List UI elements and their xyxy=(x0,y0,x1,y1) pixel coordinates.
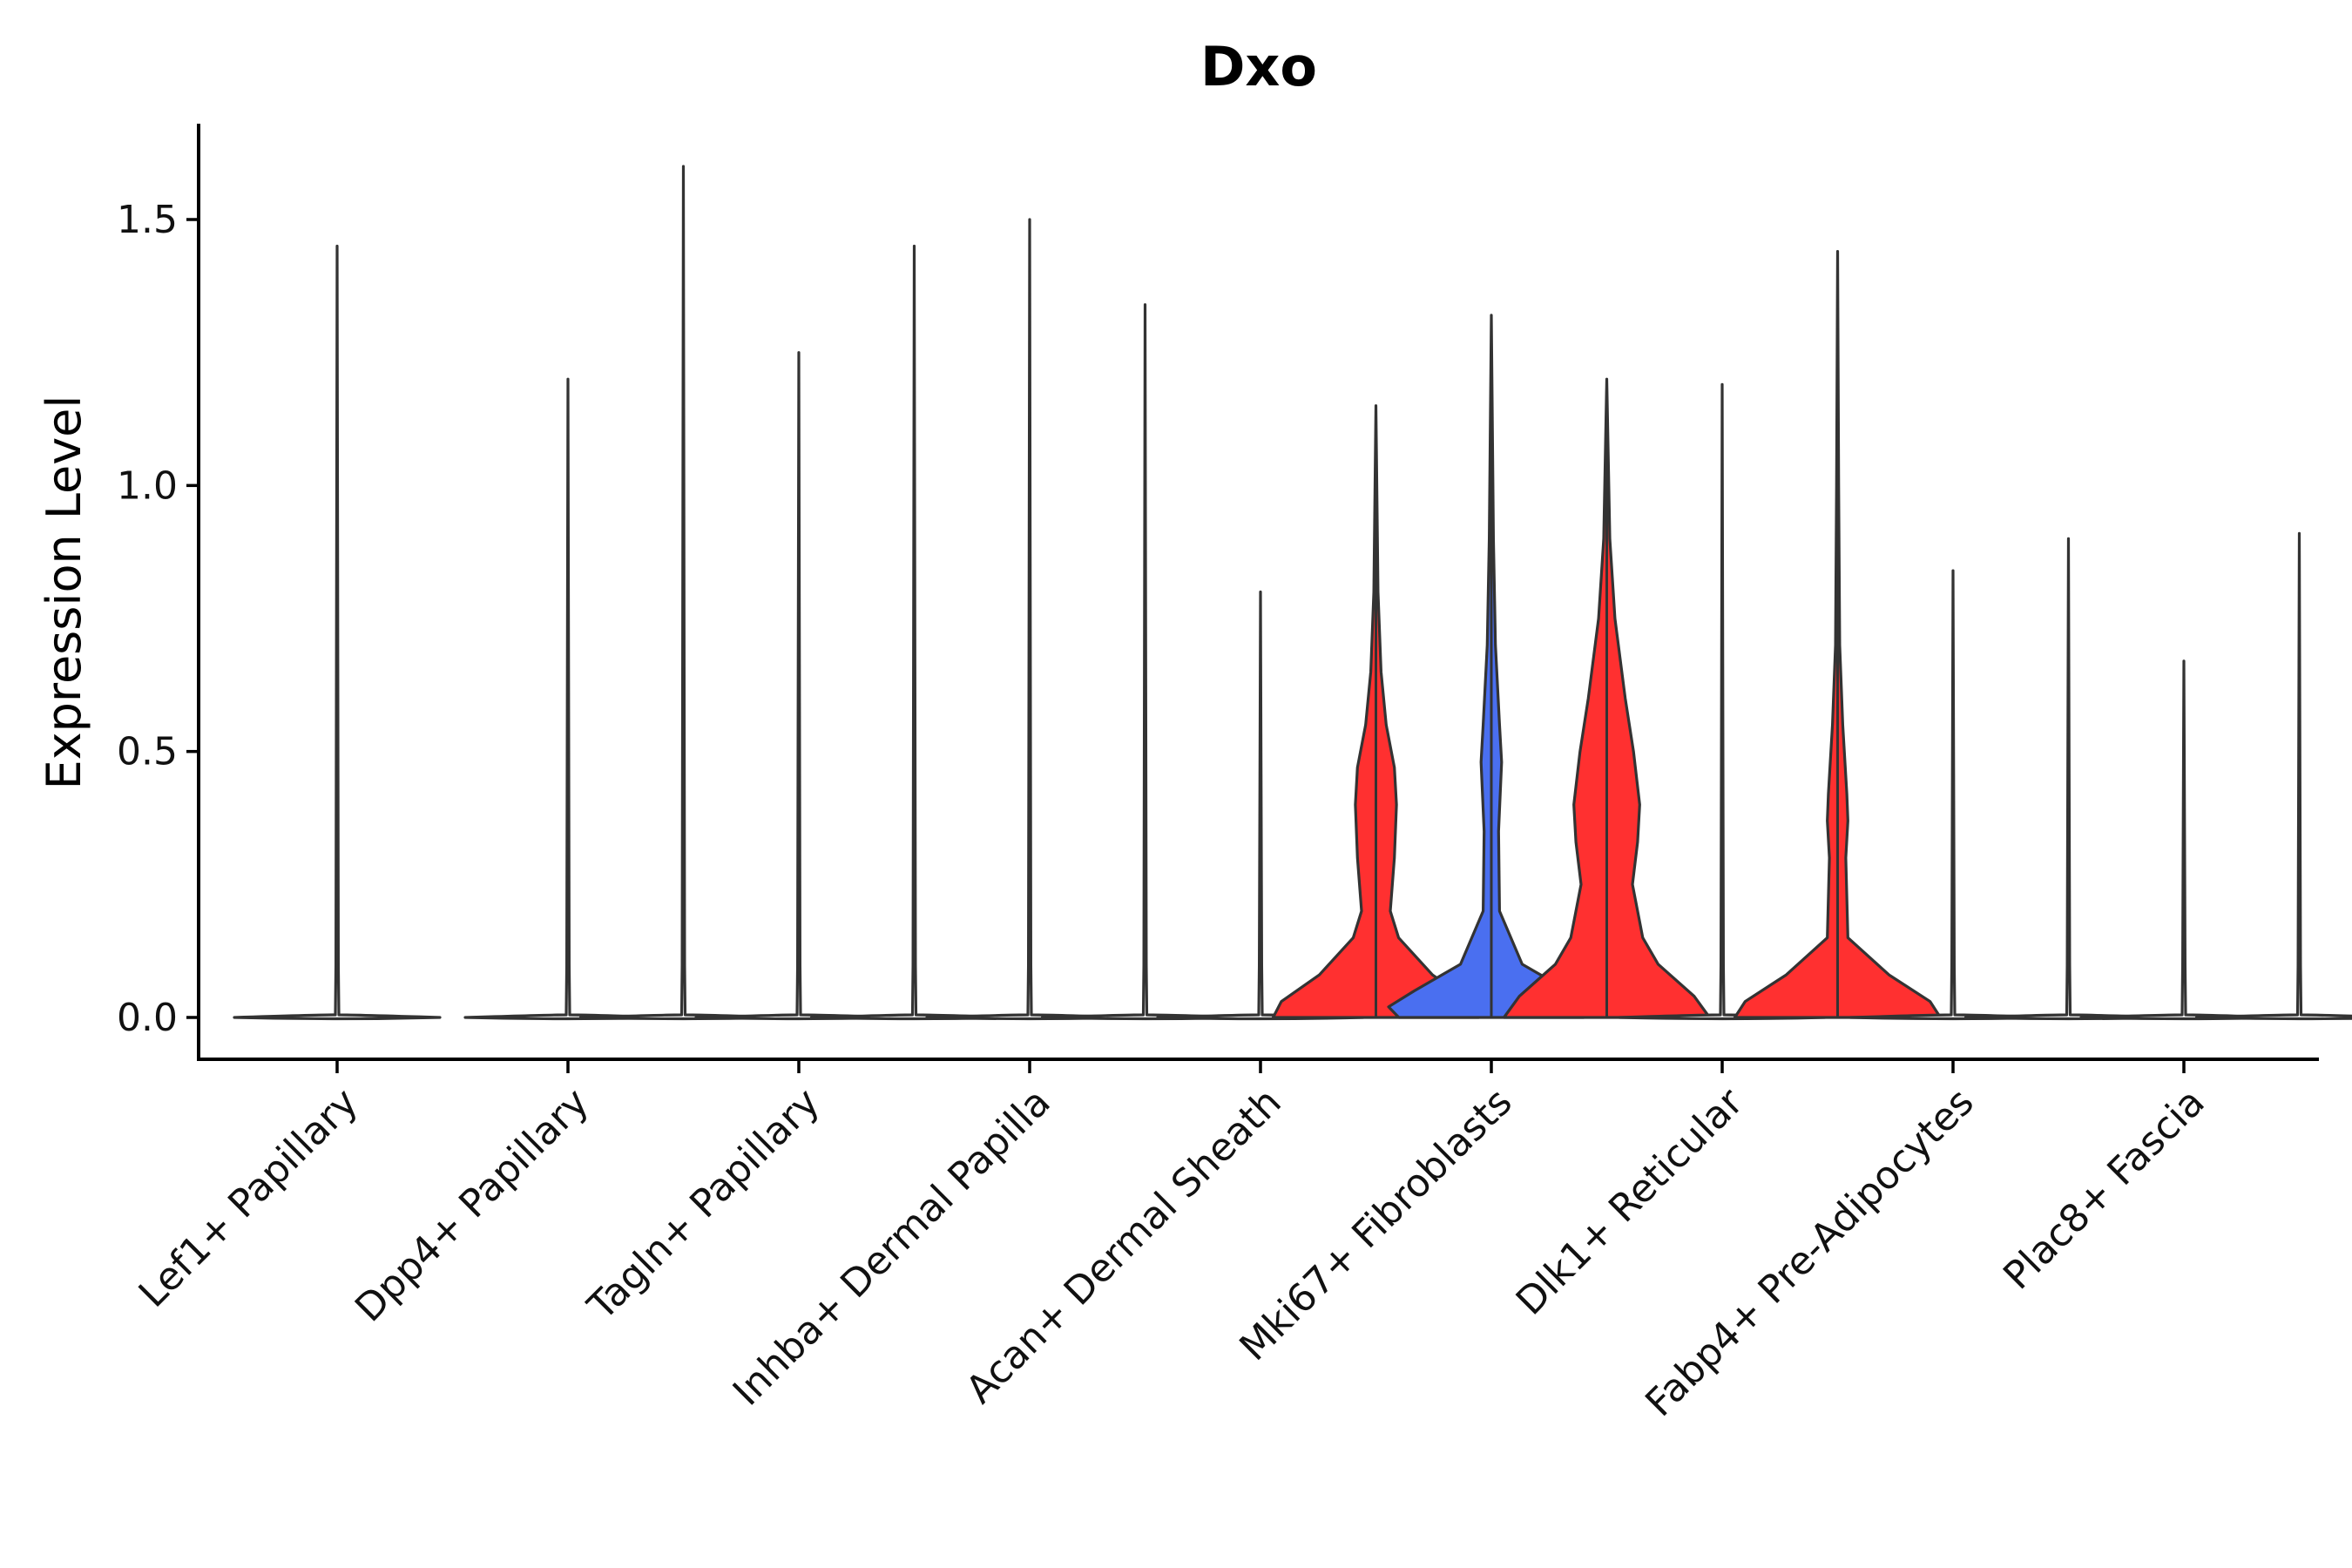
violin-1-1 xyxy=(233,244,442,1021)
violin-2-1 xyxy=(463,377,672,1021)
y-tick-label: 1.5 xyxy=(117,198,178,242)
y-axis-label: Expression Level xyxy=(37,395,91,790)
x-tick-label: Tagln+ Papillary xyxy=(579,1080,828,1329)
violin-3-2 xyxy=(809,244,1019,1021)
y-tick-label: 0.0 xyxy=(117,996,178,1040)
violin-8-2 xyxy=(1963,537,2173,1021)
violin-9-2 xyxy=(2194,531,2352,1021)
x-tick-label: Dpp4+ Papillary xyxy=(347,1080,598,1331)
x-tick-label: Dlk1+ Reticular xyxy=(1508,1079,1753,1324)
x-tick-label: Lef1+ Papillary xyxy=(131,1080,367,1316)
violin-8-1 xyxy=(1848,569,2058,1021)
violin-7-1 xyxy=(1618,382,1827,1021)
y-ticks: 0.0 0.5 1.0 1.5 xyxy=(117,198,199,1040)
violin-2-2 xyxy=(578,165,788,1021)
violins xyxy=(233,165,2352,1021)
chart-title: Dxo xyxy=(1200,35,1317,98)
axes xyxy=(197,124,2319,1061)
violin-4-2 xyxy=(1040,303,1250,1021)
violin-3-1 xyxy=(694,351,903,1021)
x-tick-label: Plac8+ Fascia xyxy=(1995,1080,2213,1299)
y-tick-label: 0.5 xyxy=(117,730,178,774)
violin-4-1 xyxy=(925,218,1134,1021)
y-tick-label: 1.0 xyxy=(117,463,178,508)
violin-5-1 xyxy=(1156,590,1365,1021)
violin-9-1 xyxy=(2079,659,2288,1021)
